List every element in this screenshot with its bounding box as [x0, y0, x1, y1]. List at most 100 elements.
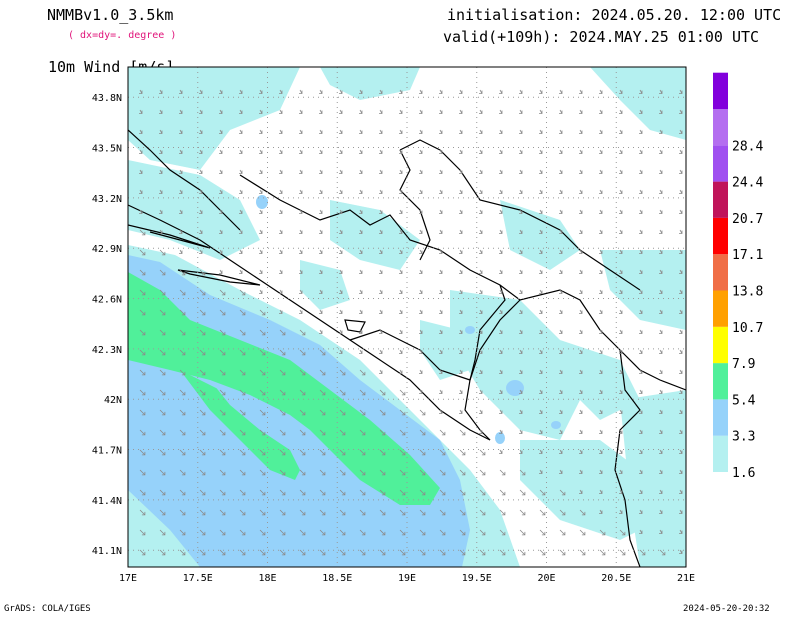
wind-arrow	[499, 149, 503, 154]
wind-arrow	[679, 489, 683, 494]
wind-arrow	[259, 509, 266, 516]
lon-label: 19E	[398, 573, 416, 584]
wind-arrow	[439, 329, 443, 334]
wind-arrow	[259, 449, 266, 456]
wind-arrow	[339, 449, 346, 456]
wind-arrow	[419, 229, 423, 234]
wind-arrow	[379, 449, 386, 456]
colorbar-label: 24.4	[732, 176, 763, 191]
wind-arrow	[279, 309, 283, 314]
wind-arrow	[679, 309, 683, 314]
wind-arrow	[199, 509, 206, 516]
wind-arrow	[539, 369, 543, 374]
wind-arrow	[419, 529, 426, 536]
wind-arrow	[459, 269, 463, 274]
wind-arrow	[379, 129, 383, 134]
wind-arrow	[299, 369, 306, 376]
wind-arrow	[559, 229, 563, 234]
colorbar-segment	[713, 326, 728, 364]
wind-arrow	[279, 289, 283, 294]
wind-arrow	[659, 469, 663, 474]
wind-arrow	[399, 449, 406, 456]
wind-arrow	[679, 89, 683, 94]
wind-arrow	[539, 389, 543, 394]
resolution-note: ( dx=dy=. degree )	[68, 30, 177, 41]
wind-arrow	[259, 529, 266, 536]
lon-label: 20E	[537, 573, 555, 584]
wind-arrow	[539, 269, 543, 274]
lon-label: 21E	[677, 573, 695, 584]
wind-arrow	[619, 349, 623, 354]
wind-arrow	[639, 469, 643, 474]
wind-arrow	[599, 389, 603, 394]
wind-arrow	[539, 109, 543, 114]
wind-arrow	[439, 469, 446, 476]
wind-arrow	[379, 389, 386, 396]
wind-arrow	[679, 449, 683, 454]
wind-arrow	[219, 269, 223, 274]
wind-arrow	[199, 429, 206, 436]
wind-arrow	[479, 169, 483, 174]
wind-arrow	[339, 349, 343, 354]
wind-arrow	[299, 209, 303, 214]
wind-arrow	[379, 189, 383, 194]
wind-arrow	[499, 89, 503, 94]
wind-arrow	[659, 289, 663, 294]
wind-arrow	[479, 429, 483, 434]
wind-arrow	[679, 549, 683, 554]
wind-arrow	[339, 209, 343, 214]
wind-arrow	[139, 309, 146, 316]
wind-arrow	[599, 89, 603, 94]
wind-arrow	[239, 89, 243, 94]
wind-arrow	[679, 189, 683, 194]
wind-arrow	[359, 209, 363, 214]
wind-arrow	[239, 449, 246, 456]
wind-arrow	[179, 229, 183, 234]
wind-arrow	[619, 389, 623, 394]
wind-arrow	[179, 509, 186, 516]
wind-arrow	[259, 489, 266, 496]
wind-arrow	[179, 209, 183, 214]
wind-arrow	[459, 369, 463, 374]
wind-arrow	[219, 389, 226, 396]
wind-arrow	[279, 549, 286, 556]
wind-arrow	[319, 249, 323, 254]
wind-arrow	[219, 369, 226, 376]
wind-arrow	[379, 89, 383, 94]
wind-arrow	[659, 89, 663, 94]
wind-arrow	[179, 89, 183, 94]
wind-arrow	[359, 389, 366, 396]
wind-arrow	[299, 489, 306, 496]
wind-arrow	[519, 309, 523, 314]
wind-arrow	[339, 329, 343, 334]
wind-arrow	[539, 309, 543, 314]
wind-arrow	[539, 489, 546, 496]
wind-arrow	[599, 449, 603, 454]
wind-arrow	[499, 229, 503, 234]
wind-arrow	[499, 469, 506, 476]
wind-arrow	[359, 249, 363, 254]
wind-arrow	[599, 529, 606, 536]
wind-arrow	[439, 149, 443, 154]
wind-arrow	[459, 249, 463, 254]
wind-arrow	[439, 489, 446, 496]
wind-arrow	[319, 89, 323, 94]
wind-arrow	[659, 129, 663, 134]
wind-arrow	[659, 309, 663, 314]
wind-arrow	[319, 169, 323, 174]
wind-arrow	[499, 369, 503, 374]
wind-arrow	[399, 149, 403, 154]
wind-arrow	[199, 469, 206, 476]
wind-arrow	[239, 269, 243, 274]
wind-arrow	[679, 349, 683, 354]
wind-arrow	[279, 149, 283, 154]
wind-arrow	[619, 509, 623, 514]
lat-label: 42.3N	[92, 345, 122, 356]
wind-arrow	[439, 429, 446, 436]
wind-arrow	[319, 349, 326, 356]
wind-arrow	[159, 309, 166, 316]
wind-arrow	[559, 109, 563, 114]
wind-arrow	[339, 429, 346, 436]
wind-arrow	[499, 449, 503, 454]
wind-arrow	[339, 129, 343, 134]
